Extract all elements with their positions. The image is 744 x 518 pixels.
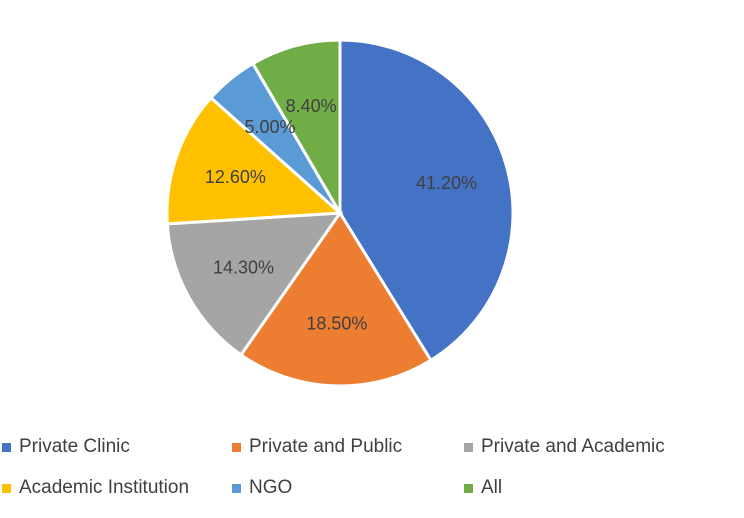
pie-slice-private-and-public [238,210,433,388]
legend-label-academic-institution: Academic Institution [19,477,190,498]
chart-legend: Private Clinic Private and Public Privat… [0,430,744,510]
data-label-academic-institution: 12.60% [205,167,266,187]
legend-item-ngo: NGO [232,477,292,499]
legend-label-private-and-academic: Private and Academic [481,436,665,457]
pie-chart: 41.20% 18.50% 14.30% 12.60% 5.00%8.40% [165,38,515,388]
legend-item-academic-institution: Academic Institution [2,477,189,499]
pie-slice-private-clinic [338,38,515,363]
legend-swatch-private-and-public [232,442,241,452]
pie-slices [165,38,515,388]
legend-label-ngo: NGO [249,477,293,498]
legend-swatch-academic-institution [2,483,11,493]
data-label-all: 8.40% [286,96,337,116]
legend-label-private-clinic: Private Clinic [19,436,130,457]
legend-item-all: All [464,477,502,499]
pie-slice-private-and-academic [165,211,344,357]
legend-item-private-clinic: Private Clinic [2,436,130,458]
legend-item-private-and-academic: Private and Academic [464,436,665,458]
data-label-private-clinic: 41.20% [416,173,477,193]
pie-data-labels: 41.20% 18.50% 14.30% 12.60% 5.00%8.40% [205,96,477,334]
data-label-ngo: 5.00% [244,117,295,137]
legend-swatch-private-clinic [2,442,11,452]
pie-slice-academic-institution [165,95,344,226]
data-label-private-and-public: 18.50% [306,314,367,334]
pie-slice-all [250,38,342,219]
legend-swatch-private-and-academic [464,442,473,452]
legend-swatch-ngo [232,483,241,493]
legend-item-private-and-public: Private and Public [232,436,402,458]
data-label-private-and-academic: 14.30% [213,257,274,277]
legend-swatch-all [464,483,473,493]
legend-label-private-and-public: Private and Public [249,436,403,457]
legend-label-all: All [481,477,503,498]
